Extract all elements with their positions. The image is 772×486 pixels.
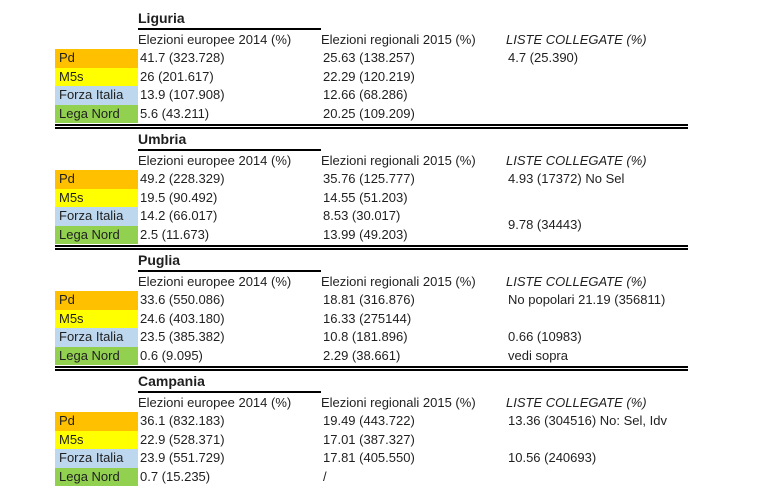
cell-regionali: 19.49 (443.722) <box>321 412 506 431</box>
cell-regionali: 13.99 (49.203) <box>321 226 506 245</box>
party-label-forza-italia: Forza Italia <box>55 449 138 468</box>
cell-liste-collegate <box>506 68 772 87</box>
section-separator <box>55 124 688 129</box>
cell-liste-collegate: 10.56 (240693) <box>506 449 772 468</box>
column-header-regionali: Elezioni regionali 2015 (%) <box>321 272 506 291</box>
column-header-regionali: Elezioni regionali 2015 (%) <box>321 30 506 49</box>
column-header-europee: Elezioni europee 2014 (%) <box>138 30 321 49</box>
cell-regionali: 18.81 (316.876) <box>321 291 506 310</box>
cell-europee: 0.7 (15.235) <box>138 468 321 486</box>
party-label-forza-italia: Forza Italia <box>55 328 138 347</box>
column-header-liste-collegate: LISTE COLLEGATE (%) <box>506 30 772 49</box>
cell-regionali: 16.33 (275144) <box>321 310 506 329</box>
party-label-lega-nord: Lega Nord <box>55 105 138 124</box>
section-separator <box>55 366 688 371</box>
column-header-regionali: Elezioni regionali 2015 (%) <box>321 393 506 412</box>
cell-europee: 33.6 (550.086) <box>138 291 321 310</box>
region-title: Campania <box>138 372 321 393</box>
party-label-m5s: M5s <box>55 68 138 87</box>
cell-liste-collegate <box>506 86 772 105</box>
cell-regionali: 10.8 (181.896) <box>321 328 506 347</box>
cell-regionali: 2.29 (38.661) <box>321 347 506 366</box>
cell-europee: 13.9 (107.908) <box>138 86 321 105</box>
region-title: Liguria <box>138 9 321 30</box>
cell-europee: 23.9 (551.729) <box>138 449 321 468</box>
cell-europee: 36.1 (832.183) <box>138 412 321 431</box>
cell-europee: 24.6 (403.180) <box>138 310 321 329</box>
party-label-pd: Pd <box>55 170 138 189</box>
cell-regionali: 25.63 (138.257) <box>321 49 506 68</box>
cell-regionali: / <box>321 468 506 486</box>
cell-regionali: 17.81 (405.550) <box>321 449 506 468</box>
cell-regionali: 20.25 (109.209) <box>321 105 506 124</box>
party-label-forza-italia: Forza Italia <box>55 207 138 226</box>
cell-liste-collegate: vedi sopra <box>506 347 772 366</box>
party-label-lega-nord: Lega Nord <box>55 226 138 245</box>
cell-liste-collegate: 4.93 (17372) No Sel <box>506 170 772 189</box>
column-header-liste-collegate: LISTE COLLEGATE (%) <box>506 393 772 412</box>
cell-liste-collegate: No popolari 21.19 (356811) <box>506 291 772 310</box>
party-label-m5s: M5s <box>55 431 138 450</box>
column-header-europee: Elezioni europee 2014 (%) <box>138 151 321 170</box>
party-label-forza-italia: Forza Italia <box>55 86 138 105</box>
column-header-europee: Elezioni europee 2014 (%) <box>138 272 321 291</box>
cell-liste-collegate: 9.78 (34443) <box>506 207 772 244</box>
cell-europee: 49.2 (228.329) <box>138 170 321 189</box>
party-label-pd: Pd <box>55 412 138 431</box>
party-label-pd: Pd <box>55 291 138 310</box>
cell-europee: 22.9 (528.371) <box>138 431 321 450</box>
party-label-m5s: M5s <box>55 189 138 208</box>
cell-europee: 14.2 (66.017) <box>138 207 321 226</box>
cell-liste-collegate: 4.7 (25.390) <box>506 49 772 68</box>
cell-regionali: 14.55 (51.203) <box>321 189 506 208</box>
cell-europee: 26 (201.617) <box>138 68 321 87</box>
party-label-lega-nord: Lega Nord <box>55 468 138 486</box>
party-label-pd: Pd <box>55 49 138 68</box>
column-header-regionali: Elezioni regionali 2015 (%) <box>321 151 506 170</box>
cell-europee: 23.5 (385.382) <box>138 328 321 347</box>
cell-regionali: 22.29 (120.219) <box>321 68 506 87</box>
cell-liste-collegate: 13.36 (304516) No: Sel, Idv <box>506 412 772 431</box>
region-title: Umbria <box>138 130 321 151</box>
cell-liste-collegate <box>506 431 772 450</box>
column-header-liste-collegate: LISTE COLLEGATE (%) <box>506 151 772 170</box>
cell-europee: 0.6 (9.095) <box>138 347 321 366</box>
column-header-europee: Elezioni europee 2014 (%) <box>138 393 321 412</box>
cell-europee: 41.7 (323.728) <box>138 49 321 68</box>
cell-regionali: 12.66 (68.286) <box>321 86 506 105</box>
cell-liste-collegate <box>506 189 772 208</box>
party-label-lega-nord: Lega Nord <box>55 347 138 366</box>
cell-europee: 19.5 (90.492) <box>138 189 321 208</box>
party-label-m5s: M5s <box>55 310 138 329</box>
cell-europee: 2.5 (11.673) <box>138 226 321 245</box>
cell-regionali: 35.76 (125.777) <box>321 170 506 189</box>
cell-liste-collegate <box>506 310 772 329</box>
column-header-liste-collegate: LISTE COLLEGATE (%) <box>506 272 772 291</box>
cell-europee: 5.6 (43.211) <box>138 105 321 124</box>
cell-liste-collegate: 0.66 (10983) <box>506 328 772 347</box>
section-separator <box>55 245 688 250</box>
cell-regionali: 8.53 (30.017) <box>321 207 506 226</box>
cell-liste-collegate <box>506 468 772 486</box>
cell-regionali: 17.01 (387.327) <box>321 431 506 450</box>
cell-liste-collegate <box>506 105 772 124</box>
region-title: Puglia <box>138 251 321 272</box>
